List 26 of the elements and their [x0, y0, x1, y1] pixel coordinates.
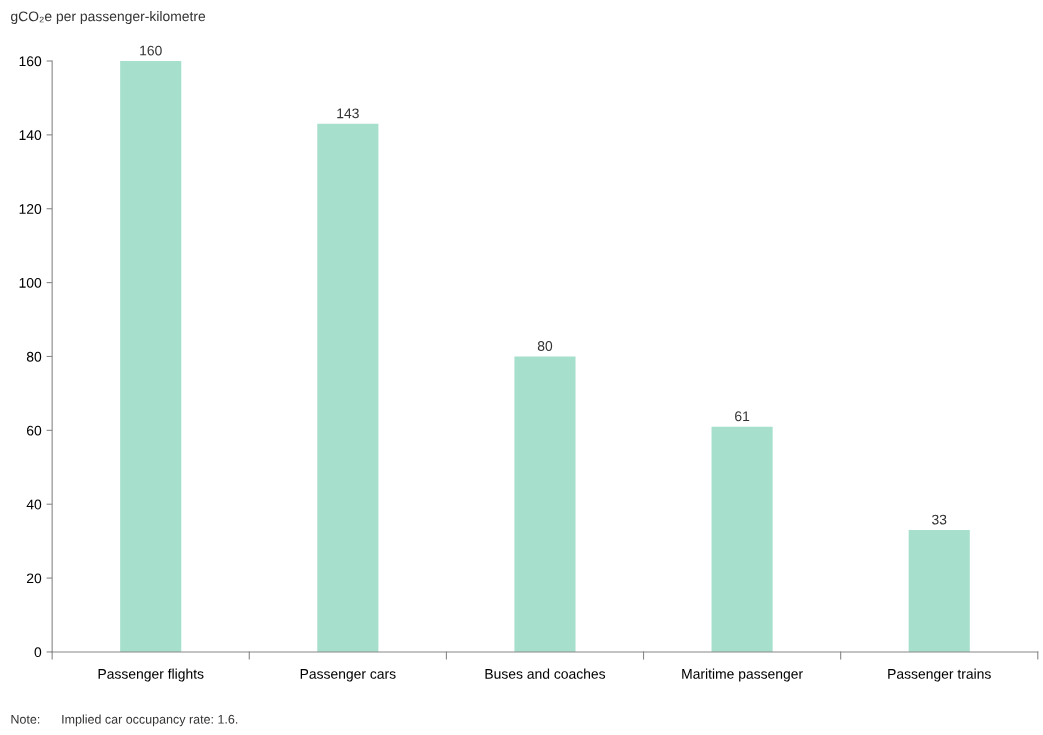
x-tick-label: Passenger flights — [98, 668, 204, 682]
y-tick-label: 60 — [26, 425, 42, 436]
y-tick-label: 40 — [26, 499, 42, 510]
x-tick-label: Maritime passenger — [682, 668, 803, 682]
y-tick-label: 0 — [34, 647, 42, 658]
bar — [908, 530, 970, 652]
x-tick-label: Passenger trains — [888, 668, 991, 682]
bar — [514, 356, 576, 652]
x-tick-label: Buses and coaches — [485, 668, 606, 679]
y-tick-label: 100 — [19, 277, 42, 288]
data-label: 61 — [735, 411, 750, 422]
data-label: 160 — [140, 45, 162, 56]
bar — [120, 61, 182, 652]
text: Note: Implied car occupancy rate: 1.6. — [11, 714, 238, 727]
y-tick-label: 160 — [19, 56, 42, 67]
data-label: 80 — [537, 341, 553, 351]
y-axis-title: gCO₂e per passenger-kilometre — [11, 11, 206, 24]
data-label: 143 — [337, 108, 359, 119]
bar — [711, 426, 773, 652]
data-label: 33 — [932, 514, 947, 525]
y-tick-label: 120 — [19, 204, 42, 214]
y-tick-label: 20 — [26, 573, 42, 584]
x-tick-label: Passenger cars — [300, 669, 396, 682]
y-tick-label: 80 — [26, 351, 42, 362]
bar — [317, 123, 379, 652]
y-tick-label: 140 — [19, 130, 42, 141]
